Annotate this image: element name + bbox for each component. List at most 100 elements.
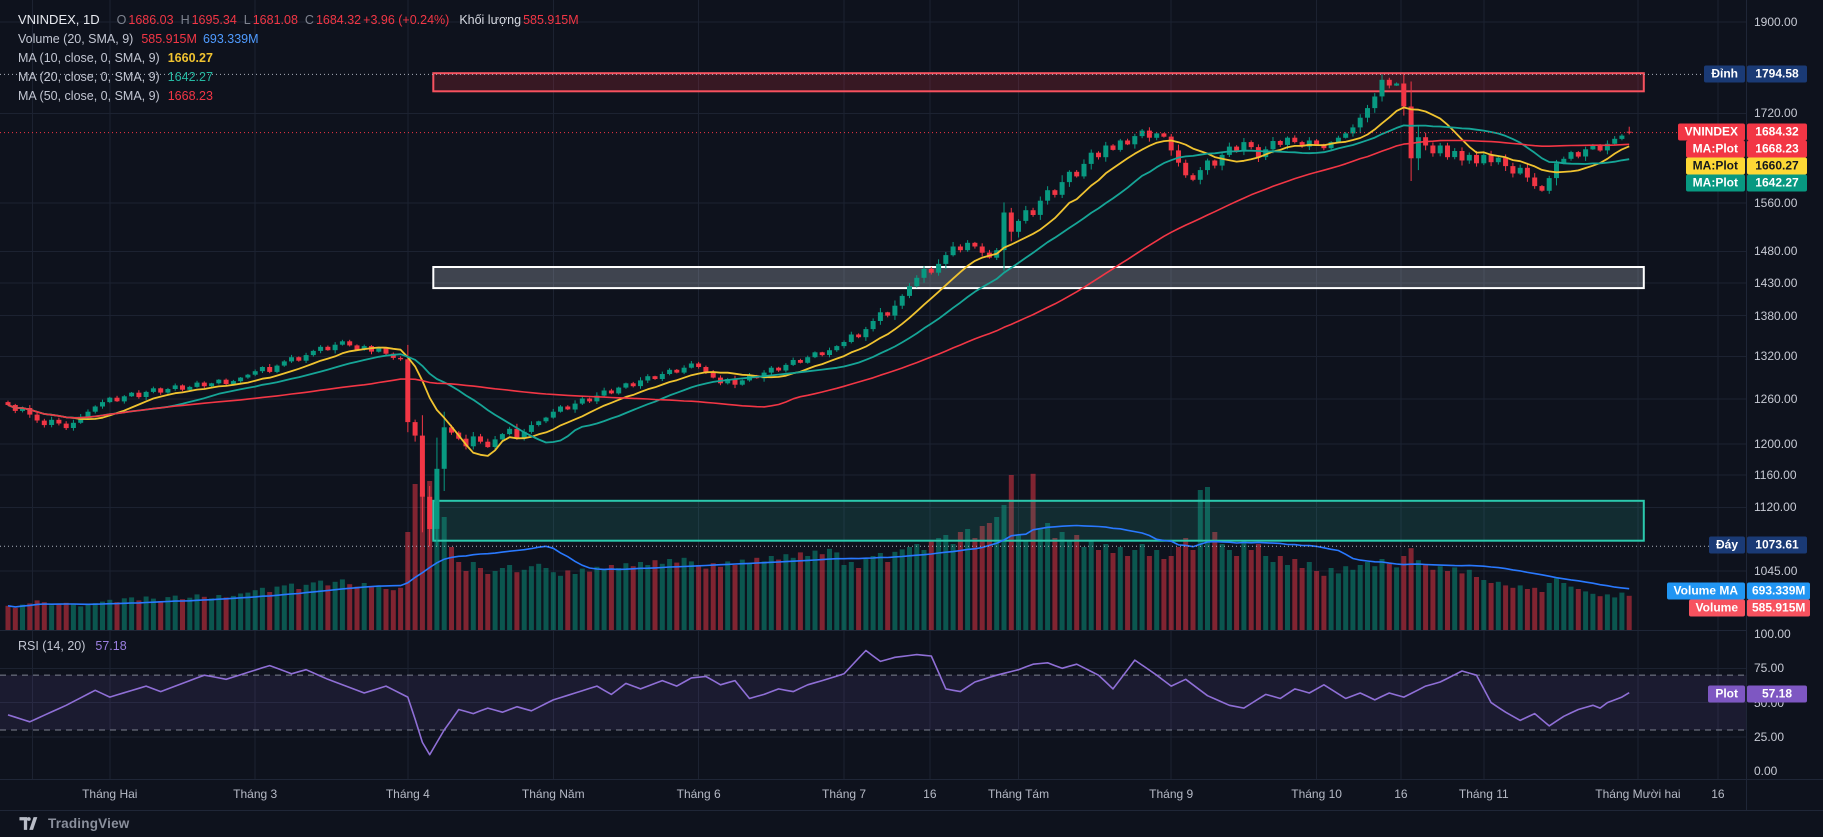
change-value: +3.96 (+0.24%) — [363, 12, 450, 27]
rsi-value: 57.18 — [95, 638, 127, 653]
time-tick-label: Tháng Tám — [987, 787, 1050, 801]
ma50-badge-value: 1668.23 — [1747, 140, 1807, 158]
bottom-level-badge-label: Đáy — [1708, 536, 1745, 554]
ma10-line — [7, 106, 1630, 457]
ma20-label: MA (20, close, 0, SMA, 9) — [18, 69, 160, 84]
open-value: 1686.03 — [128, 12, 174, 27]
volume-ma-value: 693.339M — [202, 31, 259, 46]
mid-zone[interactable] — [432, 266, 1645, 290]
close-label: C — [304, 12, 314, 27]
ma50-line — [7, 139, 1630, 419]
time-tick-label: 16 — [1711, 787, 1725, 801]
price-tick-label: 1720.00 — [1754, 106, 1798, 121]
rsi-tick-label: 75.00 — [1754, 661, 1785, 676]
ma10-value: 1660.27 — [167, 50, 213, 65]
rsi-tick-label: 0.00 — [1754, 764, 1778, 779]
time-tick-label: Tháng 10 — [1291, 787, 1342, 801]
ma20-badge-label: MA:Plot — [1685, 174, 1745, 192]
time-tick-label: Tháng Hai — [82, 787, 138, 801]
open-label: O — [116, 12, 127, 27]
time-tick-label: Tháng 11 — [1458, 787, 1509, 801]
low-label: L — [243, 12, 251, 27]
rsi-legend: RSI (14, 20) 57.18 — [18, 636, 127, 655]
rsi-line — [7, 649, 1630, 756]
time-tick-label: Tháng Năm — [521, 787, 585, 801]
low-value: 1681.08 — [252, 12, 298, 27]
legend-rsi-row[interactable]: RSI (14, 20) 57.18 — [18, 636, 127, 655]
price-tick-label: 1200.00 — [1754, 436, 1798, 451]
volume-ma-badge-value: 693.339M — [1747, 582, 1811, 600]
price-tick-label: 1560.00 — [1754, 196, 1798, 211]
ma20-line — [7, 124, 1630, 444]
price-axis-border — [1746, 0, 1747, 810]
chart-legend: VNINDEX, 1D O 1686.03 H 1695.34 L 1681.0… — [18, 10, 579, 105]
time-tick-label: 16 — [923, 787, 937, 801]
footer-bar: TradingView — [0, 810, 1823, 837]
resistance-zone[interactable] — [432, 72, 1645, 93]
time-tick-label: Tháng 6 — [676, 787, 721, 801]
time-tick-label: Tháng 9 — [1149, 787, 1194, 801]
volume-badge-value: 585.915M — [1747, 599, 1811, 617]
tradingview-logo-icon[interactable] — [18, 816, 40, 831]
price-tick-label: 1160.00 — [1754, 468, 1797, 483]
symbol-price-badge-value: 1684.32 — [1747, 123, 1807, 141]
rsi-band — [0, 674, 1746, 731]
price-tick-label: 1045.00 — [1754, 564, 1798, 578]
footer-border — [0, 810, 1823, 811]
volume-bars — [5, 473, 1632, 631]
price-tick-label: 1320.00 — [1754, 349, 1798, 364]
legend-ma20-row[interactable]: MA (20, close, 0, SMA, 9) 1642.27 — [18, 67, 579, 86]
volume-indicator-value: 585.915M — [141, 31, 197, 46]
price-tick-label: 1430.00 — [1754, 275, 1798, 290]
volume-ma-line — [7, 524, 1630, 608]
volume-label-vi: Khối lượng — [459, 12, 522, 27]
price-tick-label: 1900.00 — [1754, 15, 1798, 29]
volume-indicator-label: Volume (20, SMA, 9) — [18, 31, 134, 46]
ma50-label: MA (50, close, 0, SMA, 9) — [18, 88, 160, 103]
legend-symbol-row[interactable]: VNINDEX, 1D O 1686.03 H 1695.34 L 1681.0… — [18, 10, 579, 29]
volume-value: 585.915M — [523, 12, 579, 27]
drawing-zones — [432, 72, 1645, 542]
symbol-title: VNINDEX, 1D — [18, 12, 100, 27]
time-tick-label: Tháng Mười hai — [1595, 787, 1681, 801]
ma10-badge-value: 1660.27 — [1747, 157, 1807, 175]
legend-volume-row[interactable]: Volume (20, SMA, 9) 585.915M 693.339M — [18, 29, 579, 48]
grid-lines — [0, 0, 1746, 779]
bottom-level-badge-value: 1073.61 — [1747, 536, 1807, 554]
ma10-badge-label: MA:Plot — [1685, 157, 1745, 175]
rsi-tick-label: 25.00 — [1754, 729, 1785, 744]
tradingview-brand-text[interactable]: TradingView — [48, 816, 130, 831]
support-zone[interactable] — [432, 499, 1645, 542]
time-tick-label: Tháng 7 — [822, 787, 867, 801]
time-tick-label: Tháng 4 — [385, 787, 430, 801]
high-value: 1695.34 — [191, 12, 237, 27]
time-tick-label: 16 — [1394, 787, 1408, 801]
level-lines — [0, 73, 1746, 547]
candles — [5, 74, 1632, 547]
ma50-value: 1668.23 — [167, 88, 213, 103]
time-axis-border — [0, 779, 1823, 780]
peak-level-badge-value: 1794.58 — [1747, 65, 1807, 83]
peak-level-badge-label: Đỉnh — [1704, 65, 1745, 83]
rsi-plot-badge-value: 57.18 — [1747, 685, 1807, 703]
legend-ma10-row[interactable]: MA (10, close, 0, SMA, 9) 1660.27 — [18, 48, 579, 67]
rsi-plot-badge-label: Plot — [1708, 685, 1745, 703]
time-tick-label: Tháng 3 — [233, 787, 278, 801]
ma50-badge-label: MA:Plot — [1685, 140, 1745, 158]
ma20-value: 1642.27 — [167, 69, 213, 84]
high-label: H — [180, 12, 190, 27]
legend-ma50-row[interactable]: MA (50, close, 0, SMA, 9) 1668.23 — [18, 86, 579, 105]
volume-badge-label: Volume — [1688, 599, 1745, 617]
rsi-label: RSI (14, 20) — [18, 638, 86, 653]
price-tick-label: 1380.00 — [1754, 308, 1798, 323]
pane-separator[interactable] — [0, 630, 1746, 631]
volume-ma-badge-label: Volume MA — [1666, 582, 1745, 600]
rsi-tick-label: 100.00 — [1754, 627, 1791, 641]
symbol-price-badge-label: VNINDEX — [1677, 123, 1745, 141]
price-tick-label: 1260.00 — [1754, 392, 1798, 407]
close-value: 1684.32 — [315, 12, 362, 27]
ma10-label: MA (10, close, 0, SMA, 9) — [18, 50, 160, 65]
price-tick-label: 1120.00 — [1754, 500, 1797, 515]
